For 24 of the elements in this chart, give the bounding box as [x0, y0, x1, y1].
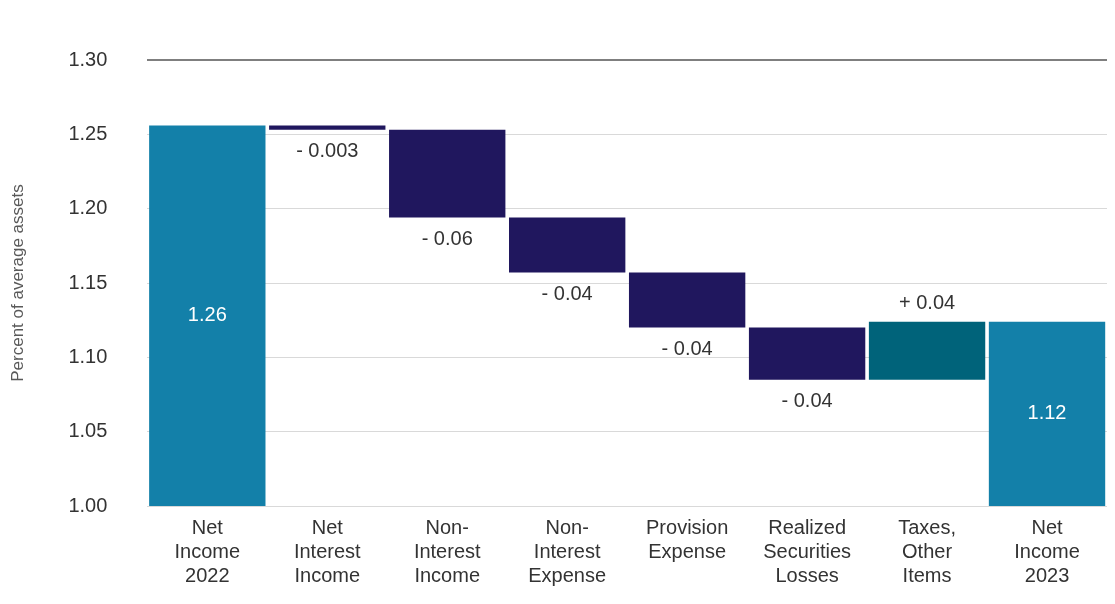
y-tick-label: 1.30 — [68, 47, 108, 70]
y-tick-label: 1.20 — [68, 196, 108, 219]
x-tick-label: Net Interest Income — [293, 515, 362, 586]
y-tick-label: 1.05 — [68, 419, 108, 442]
y-tick-label: 1.10 — [68, 344, 108, 367]
data-label: - 0.04 — [661, 337, 713, 360]
data-label: - 0.04 — [781, 389, 833, 412]
data-label: - 0.04 — [541, 282, 593, 305]
x-tick-label: Provision Expense — [646, 515, 729, 562]
x-tick-label: Net Income 2022 — [174, 515, 241, 586]
x-tick-label: Non-Interest Expense — [528, 515, 607, 586]
data-label: - 0.06 — [421, 227, 473, 250]
data-label: 1.12 — [1027, 401, 1067, 424]
x-tick-label: Taxes, Other Items — [898, 515, 956, 586]
x-tick-label: Net Income 2023 — [1014, 515, 1080, 586]
x-tick-label: Non-Interest Income — [413, 515, 482, 586]
x-tick-label: Realized Securities Losses — [763, 515, 852, 586]
data-label: - 0.003 — [296, 139, 359, 162]
y-axis-title: Percent of average assets — [7, 184, 27, 382]
data-label: 1.26 — [187, 303, 227, 326]
data-label: + 0.04 — [898, 291, 956, 314]
y-tick-label: 1.25 — [68, 121, 108, 144]
y-tick-label: 1.00 — [68, 493, 108, 516]
y-tick-label: 1.15 — [68, 270, 108, 293]
